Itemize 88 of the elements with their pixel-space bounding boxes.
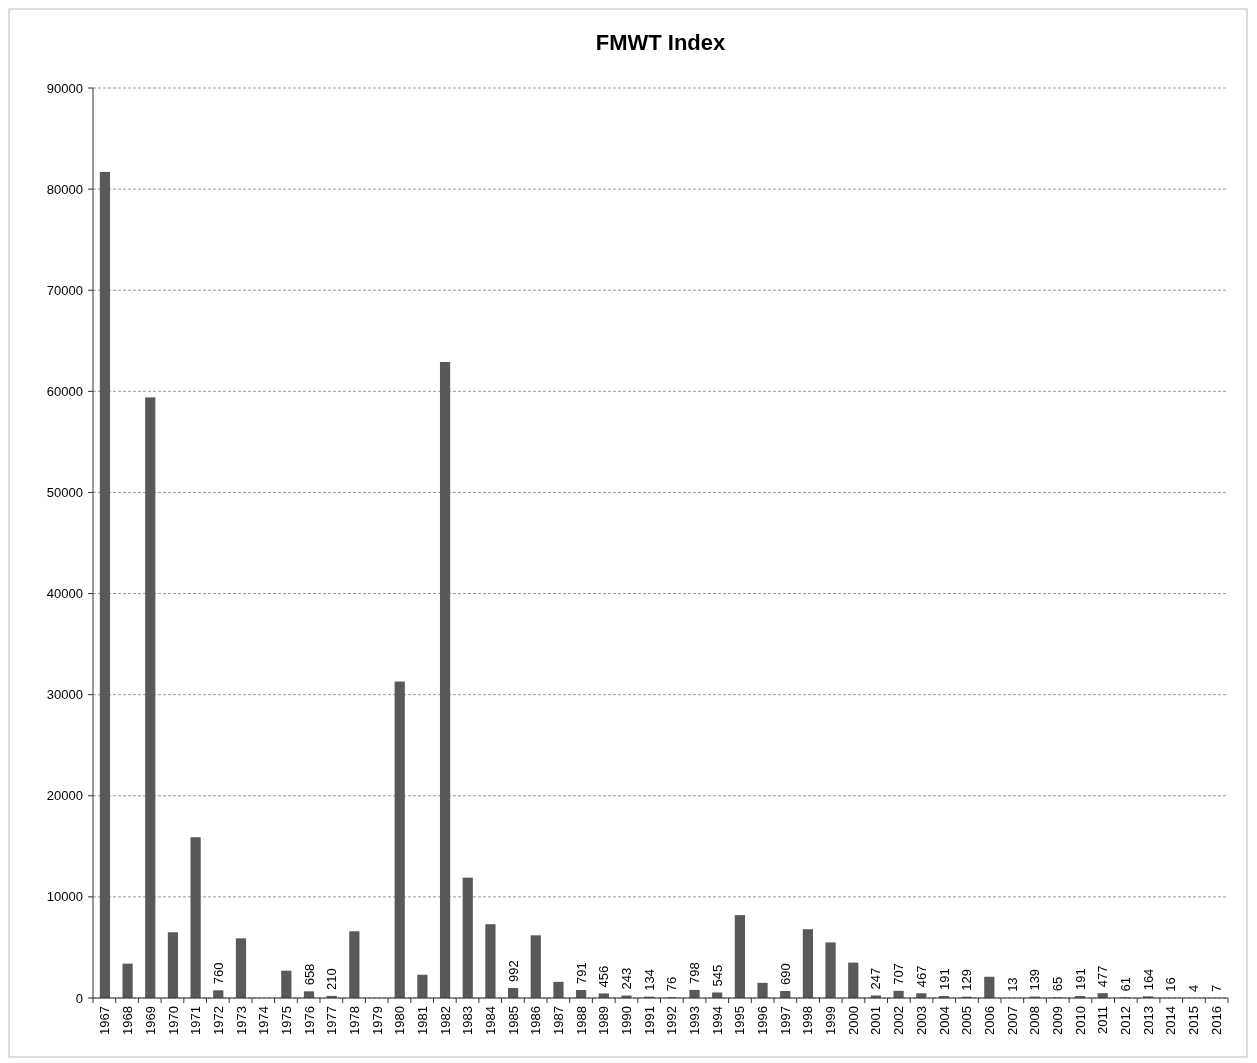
x-tick-label: 1995 [732,1006,748,1035]
y-tick-label: 60000 [46,383,83,399]
x-tick-label: 1967 [97,1006,113,1035]
x-tick-label: 2014 [1163,1006,1179,1035]
y-tick-label: 50000 [46,484,83,500]
data-label: 191 [936,968,952,991]
data-label: 7 [1208,984,1224,992]
data-label: 76 [664,976,680,992]
y-tick-label: 20000 [46,788,83,804]
x-tick-label: 1975 [278,1006,294,1035]
x-tick-label: 1973 [233,1006,249,1035]
data-label: 129 [959,968,975,991]
x-tick-label: 1977 [324,1006,340,1035]
data-label: 791 [573,962,589,984]
chart-title: FMWT Index [595,30,727,55]
x-tick-label: 2016 [1208,1006,1224,1035]
x-tick-label: 1980 [392,1006,408,1035]
x-tick-label: 2010 [1072,1006,1088,1035]
x-tick-label: 1993 [687,1006,703,1035]
x-tick-label: 2001 [868,1006,884,1035]
data-label: 992 [505,960,521,982]
data-label: 164 [1140,968,1156,991]
x-tick-label: 1987 [551,1006,566,1035]
data-label: 16 [1163,977,1179,992]
y-tick-label: 90000 [46,80,83,96]
data-label: 247 [868,967,884,990]
x-tick-label: 1992 [664,1006,680,1035]
x-tick-label: 1968 [120,1006,136,1035]
x-tick-label: 2011 [1095,1006,1111,1034]
x-tick-label: 2000 [845,1006,861,1035]
x-tick-label: 2015 [1185,1006,1201,1035]
data-label: 707 [891,963,907,985]
x-tick-label: 2003 [913,1006,929,1035]
x-tick-label: 1985 [505,1006,521,1035]
x-tick-label: 2006 [981,1006,997,1035]
data-label: 658 [301,963,317,986]
x-tick-label: 1994 [709,1006,725,1035]
x-tick-label: 1974 [256,1006,272,1035]
x-tick-label: 1981 [414,1006,430,1035]
x-tick-label: 1982 [437,1006,453,1035]
x-tick-label: 1986 [528,1006,544,1035]
data-label: 191 [1072,968,1088,991]
x-tick-label: 1988 [573,1006,589,1035]
x-tick-label: 2005 [959,1006,975,1035]
x-tick-label: 1976 [301,1006,317,1035]
data-label: 467 [913,965,929,988]
x-tick-label: 1978 [346,1006,362,1035]
y-tick-label: 10000 [46,889,83,905]
x-tick-label: 1989 [596,1006,612,1035]
x-tick-label: 2013 [1140,1006,1156,1035]
x-tick-label: 1983 [460,1006,476,1035]
data-label: 210 [324,968,340,990]
x-tick-label: 2004 [936,1006,952,1035]
x-tick-label: 2009 [1049,1006,1065,1035]
data-label: 139 [1027,968,1043,991]
x-tick-label: 1970 [165,1006,181,1035]
data-label: 13 [1004,977,1020,992]
data-label: 798 [687,962,703,984]
y-tick-label: 80000 [46,181,83,197]
x-tick-label: 2012 [1117,1006,1133,1035]
x-tick-label: 2007 [1004,1006,1020,1035]
y-tick-label: 40000 [46,586,83,602]
data-label: 65 [1049,976,1065,992]
data-label: 243 [619,967,635,990]
y-tick-label: 0 [75,990,83,1006]
data-label: 4 [1185,984,1201,992]
x-tick-label: 1999 [823,1006,839,1035]
x-tick-label: 1990 [619,1006,635,1035]
x-tick-label: 1996 [755,1006,771,1035]
x-tick-label: 1979 [369,1006,385,1035]
data-label: 134 [641,968,657,991]
x-tick-label: 1969 [142,1006,158,1035]
data-label: 690 [777,963,793,986]
x-tick-label: 1971 [188,1006,204,1035]
x-tick-label: 2008 [1027,1006,1043,1035]
data-label: 545 [709,964,725,987]
x-tick-label: 1998 [800,1006,816,1035]
x-tick-label: 2002 [891,1006,907,1035]
x-tick-label: 1997 [777,1006,793,1035]
x-tick-label: 1972 [210,1006,226,1035]
data-label: 456 [596,965,612,988]
y-tick-label: 70000 [46,282,83,298]
x-tick-label: 1991 [641,1006,657,1035]
data-label: 61 [1117,976,1133,992]
data-label: 477 [1095,965,1111,988]
y-tick-label: 30000 [46,687,83,703]
data-label: 760 [210,962,226,985]
x-tick-label: 1984 [482,1006,498,1035]
